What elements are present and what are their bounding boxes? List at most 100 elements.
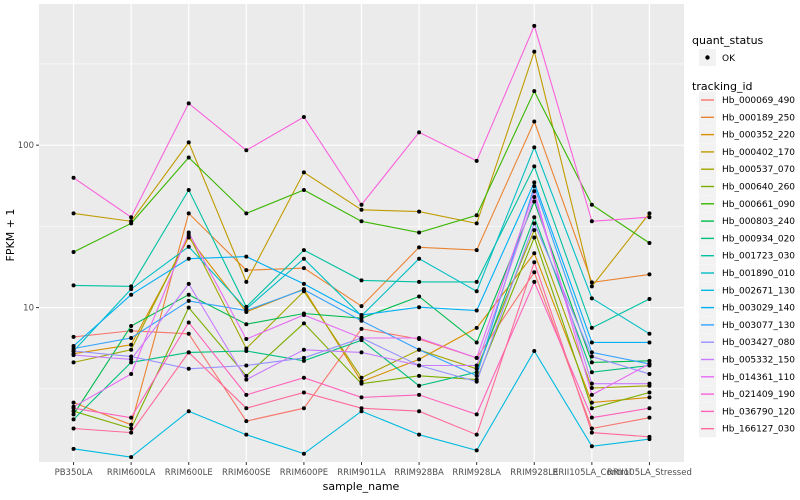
- data-point: [474, 355, 479, 360]
- data-point: [474, 432, 479, 437]
- data-point: [71, 283, 76, 288]
- legend-entry: Hb_005332_150: [699, 351, 795, 368]
- legend-entry-label: Hb_014361_110: [722, 373, 795, 383]
- data-point: [186, 331, 191, 336]
- data-point: [474, 213, 479, 218]
- data-point: [532, 194, 537, 199]
- data-point: [244, 322, 249, 327]
- data-point: [129, 342, 134, 347]
- data-point: [532, 260, 537, 265]
- legend-entry-label: Hb_000803_240: [722, 217, 795, 227]
- data-point: [589, 392, 594, 397]
- data-point: [532, 228, 537, 233]
- data-point: [359, 207, 364, 212]
- data-point: [129, 426, 134, 431]
- data-point: [244, 432, 249, 437]
- data-point: [244, 337, 249, 342]
- data-point: [589, 360, 594, 365]
- legend-entry-label: Hb_003427_080: [722, 338, 795, 348]
- data-point: [589, 430, 594, 435]
- data-point: [417, 357, 422, 362]
- data-point: [244, 392, 249, 397]
- data-point: [71, 353, 76, 358]
- legend-entry-label: Hb_000402_170: [722, 148, 795, 158]
- data-point: [589, 400, 594, 405]
- data-point: [647, 331, 652, 336]
- data-point: [474, 279, 479, 284]
- data-point: [589, 202, 594, 207]
- data-point: [186, 211, 191, 216]
- legend-entry: Hb_014361_110: [699, 368, 795, 386]
- data-point: [417, 392, 422, 397]
- data-point: [71, 175, 76, 180]
- data-point: [532, 49, 537, 54]
- data-point: [244, 268, 249, 273]
- legend-label-ok: OK: [722, 54, 736, 64]
- data-point: [417, 256, 422, 261]
- data-point: [532, 279, 537, 284]
- data-point: [359, 335, 364, 340]
- data-point: [647, 272, 652, 277]
- data-point: [186, 230, 191, 235]
- data-point: [474, 370, 479, 375]
- data-point: [589, 350, 594, 355]
- legend-entry: Hb_003029_140: [699, 299, 795, 317]
- data-point: [417, 305, 422, 310]
- data-point: [532, 251, 537, 256]
- legend-entry: Hb_003077_130: [699, 316, 795, 334]
- data-point: [129, 324, 134, 329]
- data-point: [186, 187, 191, 192]
- legend-entry-label: Hb_001890_010: [722, 269, 795, 279]
- data-point: [301, 390, 306, 395]
- data-point: [532, 199, 537, 204]
- x-tick-label: RRII105LA_Stressed: [607, 468, 692, 478]
- data-point: [301, 355, 306, 360]
- legend-title-quant-status: quant_status: [692, 34, 764, 47]
- legend-entry-label: Hb_000934_020: [722, 234, 795, 244]
- data-point: [301, 256, 306, 261]
- data-point: [589, 354, 594, 359]
- data-point: [532, 189, 537, 194]
- data-point: [186, 101, 191, 106]
- data-point: [532, 349, 537, 354]
- data-point: [417, 294, 422, 299]
- data-point: [71, 400, 76, 405]
- data-point: [301, 347, 306, 352]
- legend-entry: Hb_000934_020: [699, 229, 795, 247]
- data-point: [129, 371, 134, 376]
- data-point: [647, 361, 652, 366]
- data-point: [244, 254, 249, 259]
- data-point: [186, 281, 191, 286]
- data-point: [532, 180, 537, 185]
- data-point: [474, 289, 479, 294]
- legend-entry: Hb_166127_030: [699, 420, 795, 438]
- data-point: [474, 221, 479, 226]
- data-point: [359, 304, 364, 309]
- x-tick-label: RRIM600SE: [222, 468, 271, 478]
- data-point: [129, 415, 134, 420]
- data-point: [532, 270, 537, 275]
- data-point: [129, 347, 134, 352]
- data-point: [474, 308, 479, 313]
- data-point: [589, 406, 594, 411]
- x-tick-label: RRIM928LE: [510, 468, 558, 478]
- data-point: [589, 426, 594, 431]
- legend-entry: Hb_002671_130: [699, 281, 795, 299]
- data-point: [359, 313, 364, 318]
- legend-entry-label: Hb_002671_130: [722, 286, 795, 296]
- data-point: [301, 358, 306, 363]
- ok-point-icon: [705, 55, 710, 60]
- data-point: [647, 390, 652, 395]
- data-point: [129, 354, 134, 359]
- x-tick-label: RRII105LA_Control: [552, 468, 631, 478]
- data-point: [129, 335, 134, 340]
- data-point: [474, 373, 479, 378]
- data-point: [417, 347, 422, 352]
- data-point: [647, 415, 652, 420]
- data-point: [359, 381, 364, 386]
- data-point: [301, 170, 306, 175]
- data-point: [589, 280, 594, 285]
- y-axis-title: FPKM + 1: [4, 209, 17, 262]
- data-point: [532, 145, 537, 150]
